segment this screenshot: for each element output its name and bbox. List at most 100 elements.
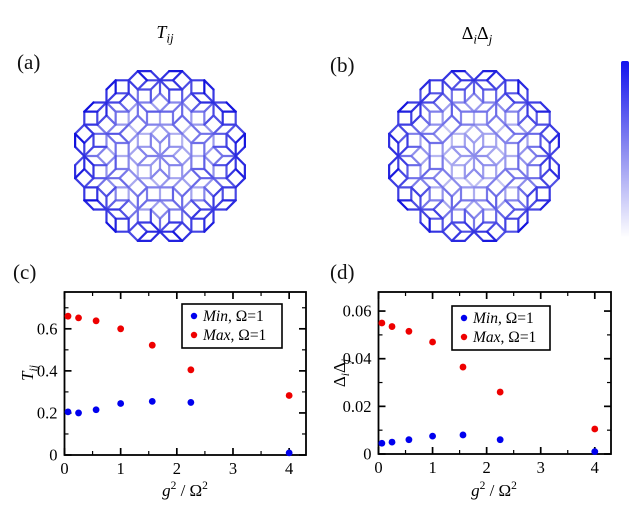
network-a-bond	[149, 208, 162, 220]
y-axis-title: ΔiΔj	[330, 359, 352, 387]
network-b-bond	[450, 154, 463, 167]
network-a-bond	[74, 167, 86, 180]
title-b-symbol-2: Δ	[477, 23, 489, 43]
network-b-bond	[410, 199, 422, 211]
network-b-bond	[526, 101, 538, 113]
network-a-bond	[105, 208, 117, 220]
network-a-bond	[118, 123, 130, 135]
network-b-bond	[517, 167, 529, 180]
network-a-bond	[105, 114, 117, 126]
network-a-bond	[149, 167, 162, 180]
network-b-bond	[526, 114, 538, 126]
network-a-bond	[158, 70, 171, 82]
network-b-bond	[419, 132, 431, 145]
network-b-bond	[463, 208, 476, 220]
network-b-bond	[485, 177, 498, 189]
network-a-bond	[158, 230, 171, 242]
network-b-bond	[539, 123, 551, 135]
network-a-bond	[136, 70, 149, 82]
network-a-bond	[203, 177, 215, 189]
network-a-bond	[203, 208, 215, 220]
network-b-bond	[485, 199, 498, 211]
data-point-max	[117, 325, 125, 333]
network-b-bond	[548, 177, 560, 189]
network-b-bond	[504, 167, 516, 180]
network-b-bond	[485, 230, 498, 242]
scatter-plot-d: 0 1 2 3 4 0 0.02 0.04 0.06 Min, Ω=1 Max, Ω=1 g2 / Ω…	[330, 291, 612, 500]
network-b-bond	[432, 199, 444, 211]
network-a-bond	[83, 132, 95, 145]
network-a-bond	[105, 132, 117, 145]
network-b-bond	[472, 132, 485, 145]
network-a-bond	[181, 70, 193, 82]
network-a-bond	[225, 123, 237, 135]
quasicrystal-network-a	[74, 70, 246, 242]
network-b-bond	[548, 154, 560, 167]
y-tick-label: 0	[363, 445, 371, 464]
legend-marker-max	[460, 333, 468, 341]
network-a-bond	[127, 186, 139, 198]
network-b-bond	[495, 79, 507, 91]
y-tick-label: 0	[49, 446, 57, 465]
network-b-bond	[419, 101, 431, 113]
network-a-bond	[149, 199, 162, 211]
network-a-bond	[234, 123, 246, 135]
network-b-bond	[441, 92, 453, 104]
data-point-max	[378, 319, 386, 327]
data-point-max	[429, 338, 436, 346]
network-a-bond	[105, 79, 117, 91]
network-b-bond	[517, 114, 529, 126]
network-b-bond	[472, 70, 485, 82]
network-a-bond	[212, 177, 224, 189]
network-b-bond	[504, 132, 516, 145]
data-point-min	[187, 399, 195, 406]
x-tick-label: 3	[537, 458, 545, 477]
network-b-bond	[495, 221, 507, 233]
network-b-bond	[410, 101, 422, 113]
network-a-bond	[203, 221, 215, 233]
network-a-bond	[181, 199, 193, 211]
title-a-symbol: T	[156, 22, 167, 42]
network-a-bond	[158, 92, 171, 104]
legend-label-min: Min, Ω=1	[472, 310, 534, 327]
network-a-bond	[181, 221, 193, 233]
network-b-bond	[495, 123, 507, 135]
network-b-bond	[472, 221, 485, 233]
network-b-bond	[397, 177, 409, 189]
network-a-bond	[127, 92, 139, 104]
network-b-bond	[517, 186, 529, 198]
data-point-min	[405, 436, 413, 444]
network-a-bond	[190, 123, 202, 135]
network-b-bond	[463, 123, 476, 135]
y-tick-label: 0.02	[343, 397, 372, 416]
network-b-bond	[526, 154, 538, 167]
network-a-bond	[118, 208, 130, 220]
network-b-bond	[526, 145, 538, 158]
network-b-bond	[517, 177, 529, 189]
data-point-min	[285, 449, 293, 457]
network-b-bond	[410, 177, 422, 189]
network-a-bond	[96, 186, 108, 198]
network-a-bond	[83, 199, 95, 211]
network-a-bond	[181, 186, 193, 198]
network-b-bond	[517, 154, 529, 167]
network-a-bond	[149, 177, 162, 189]
network-b-bond	[419, 208, 431, 220]
network-b-bond	[504, 123, 516, 135]
network-b-bond	[539, 101, 551, 113]
network-a-bond	[136, 145, 149, 158]
network-b-bond	[450, 70, 463, 82]
network-a-bond	[225, 199, 237, 211]
network-a-bond	[127, 221, 139, 233]
network-b-bond	[410, 123, 422, 135]
network-b-bond	[517, 221, 529, 233]
network-a-bond	[136, 101, 149, 113]
network-a-bond	[118, 132, 130, 145]
network-b-bond	[495, 177, 507, 189]
network-a-bond	[171, 177, 184, 189]
network-a-bond	[225, 101, 237, 113]
network-b-bond	[397, 101, 409, 113]
network-a-bond	[171, 186, 184, 198]
network-b-bond	[463, 145, 476, 158]
network-b-bond	[472, 208, 485, 220]
